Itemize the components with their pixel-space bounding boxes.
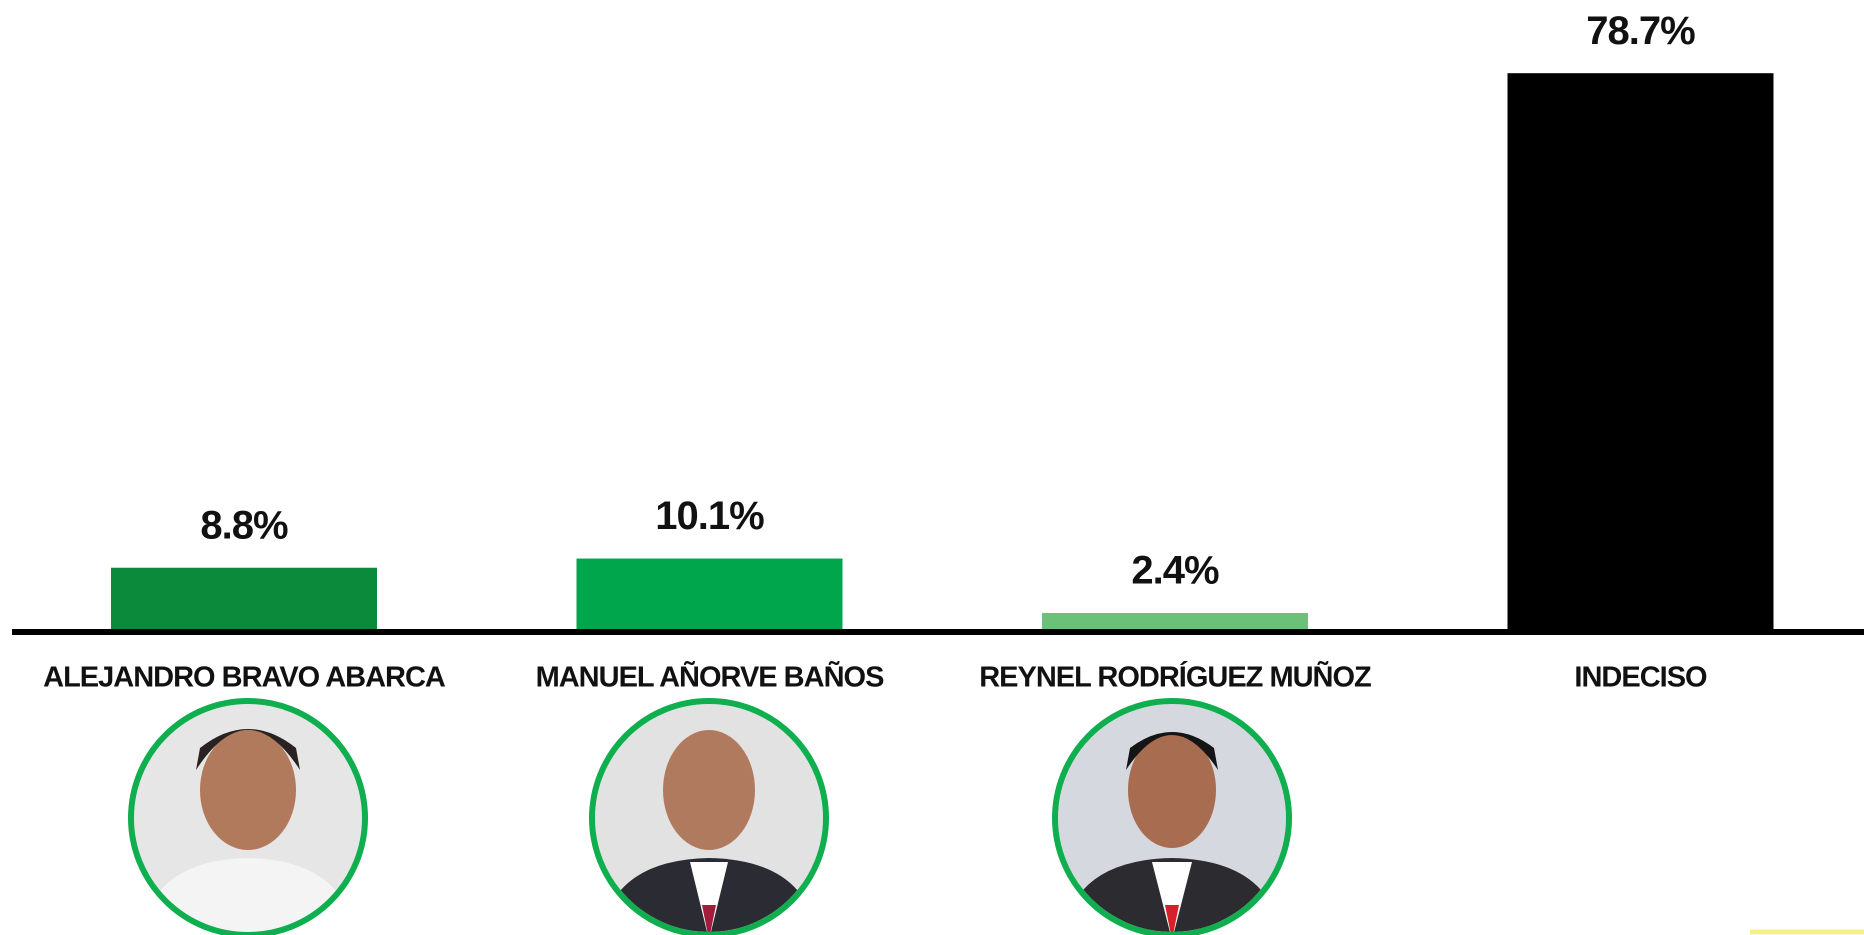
bar: [1042, 613, 1308, 630]
value-label: 8.8%: [200, 503, 288, 547]
candidate-photo: [589, 698, 829, 935]
candidate-photo: [1052, 698, 1292, 935]
category-label: ALEJANDRO BRAVO ABARCA: [43, 662, 446, 694]
bar: [576, 558, 843, 630]
value-label: 10.1%: [655, 494, 764, 538]
bar: [1507, 73, 1774, 630]
category-label: REYNEL RODRÍGUEZ MUÑOZ: [979, 660, 1371, 694]
bar: [111, 567, 377, 630]
category-label: INDECISO: [1574, 662, 1707, 694]
candidate-photo: [128, 698, 368, 935]
value-label: 2.4%: [1131, 549, 1219, 593]
value-label: 78.7%: [1586, 9, 1695, 53]
category-label: MANUEL AÑORVE BAÑOS: [536, 660, 884, 694]
